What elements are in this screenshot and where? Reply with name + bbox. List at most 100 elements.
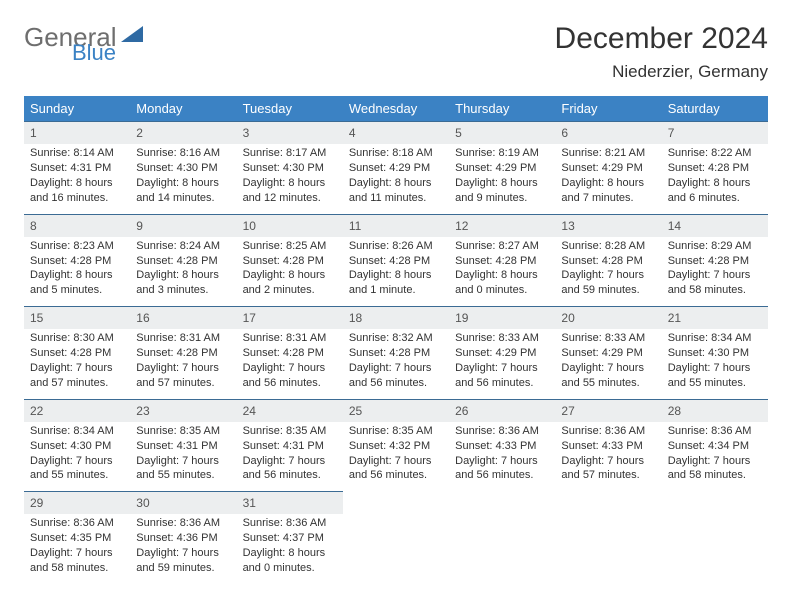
day-info-line: and 55 minutes.	[30, 468, 124, 483]
day-info-line: and 58 minutes.	[668, 468, 762, 483]
day-info-line: and 5 minutes.	[30, 283, 124, 298]
calendar-cell: 7Sunrise: 8:22 AMSunset: 4:28 PMDaylight…	[662, 121, 768, 214]
day-info-line: Daylight: 7 hours	[349, 361, 443, 376]
day-info-line: Sunrise: 8:24 AM	[136, 239, 230, 254]
day-info-line: and 58 minutes.	[668, 283, 762, 298]
day-info-line: Sunrise: 8:23 AM	[30, 239, 124, 254]
day-number: 31	[237, 491, 343, 514]
day-info-line: Daylight: 8 hours	[243, 546, 337, 561]
day-info-line: Sunset: 4:28 PM	[349, 254, 443, 269]
day-info-line: Sunrise: 8:30 AM	[30, 331, 124, 346]
day-info-line: Daylight: 7 hours	[136, 361, 230, 376]
calendar-cell: 28Sunrise: 8:36 AMSunset: 4:34 PMDayligh…	[662, 399, 768, 492]
day-info-line: Sunset: 4:33 PM	[561, 439, 655, 454]
day-info-line: Daylight: 7 hours	[243, 454, 337, 469]
day-info-line: and 58 minutes.	[30, 561, 124, 576]
day-number: 9	[130, 214, 236, 237]
day-info-line: Daylight: 7 hours	[30, 546, 124, 561]
day-info-line: Sunset: 4:30 PM	[243, 161, 337, 176]
day-info-line: Daylight: 7 hours	[561, 361, 655, 376]
day-info-line: Sunset: 4:29 PM	[349, 161, 443, 176]
day-info-line: Sunset: 4:30 PM	[30, 439, 124, 454]
day-info-line: and 55 minutes.	[136, 468, 230, 483]
calendar-cell: 8Sunrise: 8:23 AMSunset: 4:28 PMDaylight…	[24, 214, 130, 307]
day-number: 29	[24, 491, 130, 514]
day-info-line: Sunset: 4:34 PM	[668, 439, 762, 454]
day-info-line: Sunrise: 8:35 AM	[349, 424, 443, 439]
calendar-cell: 12Sunrise: 8:27 AMSunset: 4:28 PMDayligh…	[449, 214, 555, 307]
calendar-cell: 1Sunrise: 8:14 AMSunset: 4:31 PMDaylight…	[24, 121, 130, 214]
day-info-line: Sunrise: 8:21 AM	[561, 146, 655, 161]
day-number: 18	[343, 306, 449, 329]
calendar-cell: 21Sunrise: 8:34 AMSunset: 4:30 PMDayligh…	[662, 306, 768, 399]
day-info-line: Sunset: 4:28 PM	[668, 254, 762, 269]
day-info-line: Daylight: 7 hours	[668, 268, 762, 283]
day-info-line: and 56 minutes.	[349, 468, 443, 483]
day-info-line: Daylight: 7 hours	[136, 454, 230, 469]
day-info-line: Daylight: 7 hours	[455, 454, 549, 469]
day-number: 7	[662, 121, 768, 144]
day-info-line: and 1 minute.	[349, 283, 443, 298]
day-number: 13	[555, 214, 661, 237]
logo-triangle-icon	[121, 24, 143, 51]
day-info-line: and 55 minutes.	[561, 376, 655, 391]
calendar-cell: 19Sunrise: 8:33 AMSunset: 4:29 PMDayligh…	[449, 306, 555, 399]
day-info-line: and 56 minutes.	[349, 376, 443, 391]
day-info-line: and 56 minutes.	[243, 376, 337, 391]
day-number: 3	[237, 121, 343, 144]
day-header: Wednesday	[343, 96, 449, 121]
day-info-line: Sunrise: 8:28 AM	[561, 239, 655, 254]
page-title: December 2024	[555, 22, 768, 56]
page-subtitle: Niederzier, Germany	[555, 62, 768, 82]
day-info-line: Daylight: 8 hours	[349, 176, 443, 191]
day-info-line: Sunset: 4:29 PM	[455, 346, 549, 361]
day-number: 15	[24, 306, 130, 329]
calendar-cell: 23Sunrise: 8:35 AMSunset: 4:31 PMDayligh…	[130, 399, 236, 492]
day-info-line: and 14 minutes.	[136, 191, 230, 206]
day-info-line: and 57 minutes.	[30, 376, 124, 391]
calendar-cell: 24Sunrise: 8:35 AMSunset: 4:31 PMDayligh…	[237, 399, 343, 492]
day-info-line: Daylight: 8 hours	[136, 268, 230, 283]
day-number: 1	[24, 121, 130, 144]
calendar-cell: 31Sunrise: 8:36 AMSunset: 4:37 PMDayligh…	[237, 491, 343, 584]
day-info-line: Daylight: 8 hours	[30, 176, 124, 191]
day-info-line: Sunset: 4:36 PM	[136, 531, 230, 546]
day-info-line: Sunset: 4:28 PM	[561, 254, 655, 269]
day-info-line: Daylight: 7 hours	[243, 361, 337, 376]
logo-word2: Blue	[72, 40, 116, 66]
day-info-line: and 56 minutes.	[243, 468, 337, 483]
day-info-line: and 59 minutes.	[561, 283, 655, 298]
day-header: Monday	[130, 96, 236, 121]
day-info-line: Sunrise: 8:26 AM	[349, 239, 443, 254]
day-info-line: Sunset: 4:28 PM	[243, 254, 337, 269]
calendar-cell: 14Sunrise: 8:29 AMSunset: 4:28 PMDayligh…	[662, 214, 768, 307]
day-info-line: and 57 minutes.	[561, 468, 655, 483]
day-number: 16	[130, 306, 236, 329]
calendar-cell: 5Sunrise: 8:19 AMSunset: 4:29 PMDaylight…	[449, 121, 555, 214]
day-info-line: Sunset: 4:37 PM	[243, 531, 337, 546]
day-info-line: Sunset: 4:28 PM	[243, 346, 337, 361]
day-number: 4	[343, 121, 449, 144]
calendar-cell: 29Sunrise: 8:36 AMSunset: 4:35 PMDayligh…	[24, 491, 130, 584]
day-info-line: Daylight: 8 hours	[455, 176, 549, 191]
day-info-line: Daylight: 7 hours	[349, 454, 443, 469]
day-number: 20	[555, 306, 661, 329]
day-info-line: Sunrise: 8:36 AM	[455, 424, 549, 439]
day-info-line: Daylight: 8 hours	[561, 176, 655, 191]
day-info-line: and 11 minutes.	[349, 191, 443, 206]
day-number: 21	[662, 306, 768, 329]
day-info-line: Sunrise: 8:29 AM	[668, 239, 762, 254]
calendar-cell	[555, 491, 661, 584]
calendar-cell: 16Sunrise: 8:31 AMSunset: 4:28 PMDayligh…	[130, 306, 236, 399]
day-info-line: Sunset: 4:30 PM	[136, 161, 230, 176]
calendar-cell: 17Sunrise: 8:31 AMSunset: 4:28 PMDayligh…	[237, 306, 343, 399]
day-info-line: Sunset: 4:35 PM	[30, 531, 124, 546]
calendar-cell: 27Sunrise: 8:36 AMSunset: 4:33 PMDayligh…	[555, 399, 661, 492]
day-info-line: and 7 minutes.	[561, 191, 655, 206]
day-info-line: Sunset: 4:28 PM	[30, 346, 124, 361]
calendar-cell: 25Sunrise: 8:35 AMSunset: 4:32 PMDayligh…	[343, 399, 449, 492]
day-number: 2	[130, 121, 236, 144]
day-info-line: Daylight: 7 hours	[561, 268, 655, 283]
day-info-line: and 56 minutes.	[455, 468, 549, 483]
day-number: 11	[343, 214, 449, 237]
